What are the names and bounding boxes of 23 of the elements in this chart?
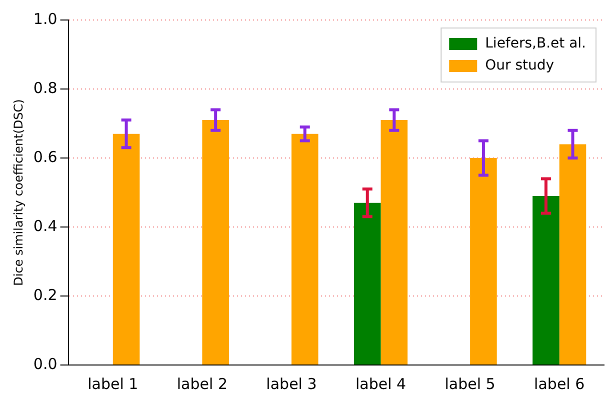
x-tick-label: label 3 (266, 374, 317, 393)
bar (202, 120, 229, 364)
y-tick-label: 0.4 (33, 216, 58, 235)
y-axis-title: Dice similarity coefficient(DSC) (11, 99, 26, 286)
legend-label: Our study (485, 58, 554, 74)
bar (532, 196, 560, 364)
bar (470, 158, 497, 364)
y-tick-label: 1.0 (33, 10, 58, 28)
y-tick-label: 0.6 (33, 148, 58, 166)
bar (559, 144, 586, 364)
bar (112, 134, 140, 364)
y-tick-label: 0.8 (33, 78, 58, 97)
bar (380, 120, 408, 364)
y-tick-label: 0.2 (33, 286, 58, 304)
bar (291, 134, 318, 364)
x-tick-label: label 6 (534, 374, 585, 393)
x-tick-label: label 4 (355, 374, 406, 393)
bar (354, 202, 381, 364)
x-tick-label: label 5 (444, 374, 496, 393)
legend-label: Liefers,B.et al. (485, 36, 586, 52)
y-tick-label: 0.0 (33, 354, 58, 373)
x-tick-label: label 1 (88, 374, 138, 393)
x-tick-label: label 2 (176, 374, 228, 393)
